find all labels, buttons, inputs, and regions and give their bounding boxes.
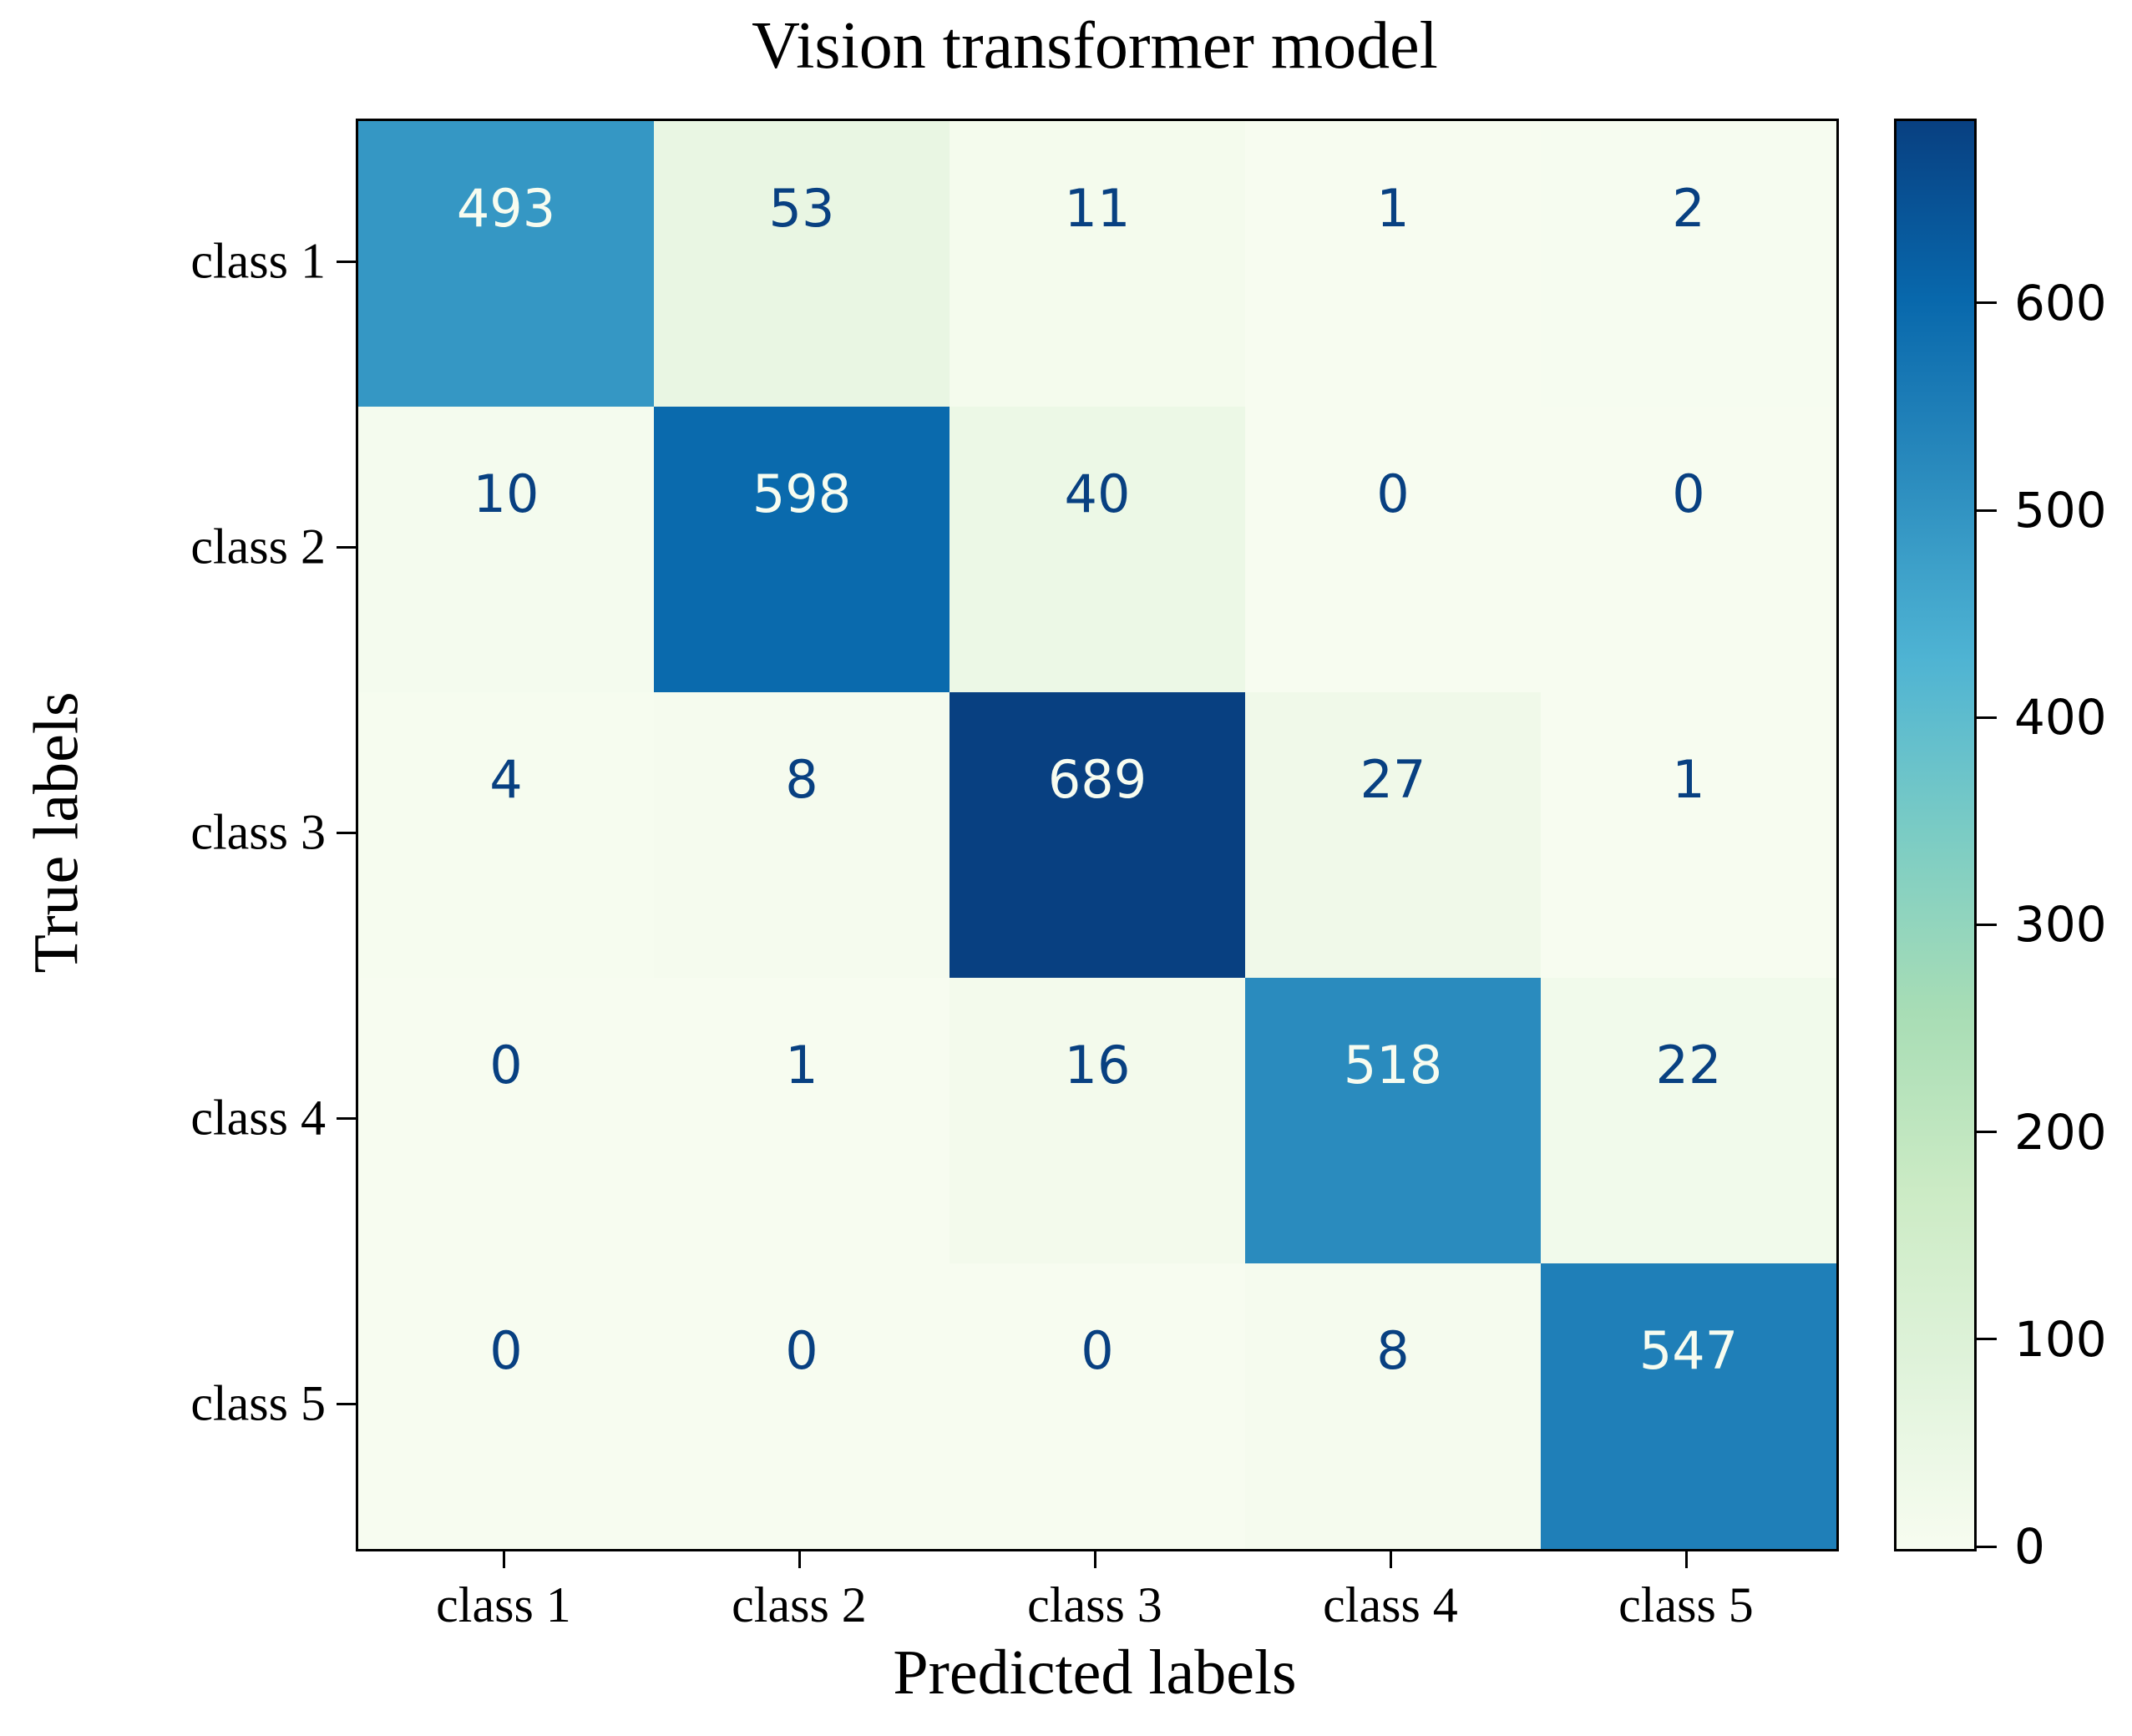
x-tick-mark: [798, 1549, 801, 1568]
colorbar-tick-label: 400: [2014, 689, 2107, 747]
colorbar-tick-label: 0: [2014, 1518, 2045, 1575]
x-axis-title: Predicted labels: [893, 1637, 1297, 1708]
colorbar-tick-label: 200: [2014, 1103, 2107, 1161]
cell-value: 4: [489, 749, 523, 810]
y-tick-label: class 4: [190, 1090, 326, 1146]
colorbar-tick-label: 600: [2014, 274, 2107, 332]
colorbar-tick-mark: [1977, 301, 1997, 305]
y-tick-mark: [337, 831, 356, 834]
heatmap-cell: 1: [1245, 121, 1541, 407]
cell-value: 547: [1638, 1320, 1739, 1381]
y-tick-label: class 2: [190, 519, 326, 574]
colorbar-tick-label: 100: [2014, 1310, 2107, 1368]
colorbar-tick-mark: [1977, 923, 1997, 926]
cell-value: 40: [1064, 463, 1131, 524]
cell-value: 0: [489, 1320, 523, 1381]
heatmap-cell: 40: [950, 407, 1245, 692]
cell-value: 8: [1376, 1320, 1410, 1381]
heatmap-cell: 1: [654, 978, 950, 1263]
heatmap-cell: 0: [1245, 407, 1541, 692]
heatmap-grid: 493 53 11 1 2 10 598 40 0 0 4 8 689 27 1 0 1 16 518 22 0 0 0 8 5…: [356, 119, 1839, 1551]
heatmap-cell: 2: [1541, 121, 1836, 407]
cell-value: 0: [489, 1035, 523, 1096]
heatmap-cell: 0: [654, 1263, 950, 1549]
cell-value: 0: [1081, 1320, 1114, 1381]
chart-title: Vision transformer model: [752, 9, 1438, 83]
cell-value: 11: [1064, 178, 1131, 239]
cell-value: 689: [1047, 749, 1147, 810]
heatmap-cell: 53: [654, 121, 950, 407]
y-tick-mark: [337, 545, 356, 549]
heatmap-cell: 4: [358, 692, 654, 978]
heatmap-cell: 8: [1245, 1263, 1541, 1549]
heatmap-cell: 1: [1541, 692, 1836, 978]
cell-value: 493: [456, 178, 556, 239]
cell-value: 1: [785, 1035, 818, 1096]
heatmap-cell: 547: [1541, 1263, 1836, 1549]
heatmap-cell: 689: [950, 692, 1245, 978]
colorbar: [1894, 119, 1977, 1551]
cell-value: 53: [768, 178, 835, 239]
colorbar-tick-mark: [1977, 509, 1997, 512]
cell-value: 22: [1655, 1035, 1722, 1096]
heatmap-cell: 0: [358, 978, 654, 1263]
x-tick-mark: [502, 1549, 505, 1568]
heatmap-cell: 11: [950, 121, 1245, 407]
cell-value: 598: [752, 463, 852, 524]
colorbar-tick-label: 300: [2014, 896, 2107, 954]
heatmap-cell: 16: [950, 978, 1245, 1263]
cell-value: 0: [785, 1320, 818, 1381]
x-tick-label: class 2: [732, 1577, 867, 1632]
y-tick-mark: [337, 260, 356, 263]
heatmap-cell: 493: [358, 121, 654, 407]
heatmap-cell: 0: [950, 1263, 1245, 1549]
heatmap-cell: 22: [1541, 978, 1836, 1263]
cell-value: 8: [785, 749, 818, 810]
cell-value: 0: [1672, 463, 1705, 524]
x-tick-mark: [1684, 1549, 1688, 1568]
y-tick-mark: [337, 1116, 356, 1120]
colorbar-tick-mark: [1977, 1545, 1997, 1548]
x-tick-mark: [1389, 1549, 1392, 1568]
heatmap-cell: 27: [1245, 692, 1541, 978]
heatmap-cell: 8: [654, 692, 950, 978]
cell-value: 16: [1064, 1035, 1131, 1096]
cell-value: 2: [1672, 178, 1705, 239]
colorbar-tick-label: 500: [2014, 482, 2107, 539]
y-tick-label: class 5: [190, 1375, 326, 1431]
x-tick-mark: [1093, 1549, 1096, 1568]
colorbar-tick-mark: [1977, 1131, 1997, 1134]
x-tick-label: class 1: [436, 1577, 571, 1632]
cell-value: 1: [1376, 178, 1410, 239]
heatmap-cell: 10: [358, 407, 654, 692]
y-tick-label: class 1: [190, 233, 326, 289]
y-tick-label: class 3: [190, 804, 326, 860]
colorbar-tick-mark: [1977, 716, 1997, 719]
cell-value: 27: [1360, 749, 1426, 810]
x-tick-label: class 3: [1027, 1577, 1162, 1632]
y-tick-mark: [337, 1402, 356, 1405]
cell-value: 1: [1672, 749, 1705, 810]
x-tick-label: class 5: [1618, 1577, 1754, 1632]
cell-value: 0: [1376, 463, 1410, 524]
heatmap-cell: 598: [654, 407, 950, 692]
cell-value: 10: [473, 463, 539, 524]
heatmap-cell: 518: [1245, 978, 1541, 1263]
cell-value: 518: [1343, 1035, 1443, 1096]
colorbar-tick-mark: [1977, 1338, 1997, 1341]
heatmap-cell: 0: [358, 1263, 654, 1549]
x-tick-label: class 4: [1323, 1577, 1458, 1632]
heatmap-cell: 0: [1541, 407, 1836, 692]
colorbar-gradient: [1897, 121, 1974, 1549]
